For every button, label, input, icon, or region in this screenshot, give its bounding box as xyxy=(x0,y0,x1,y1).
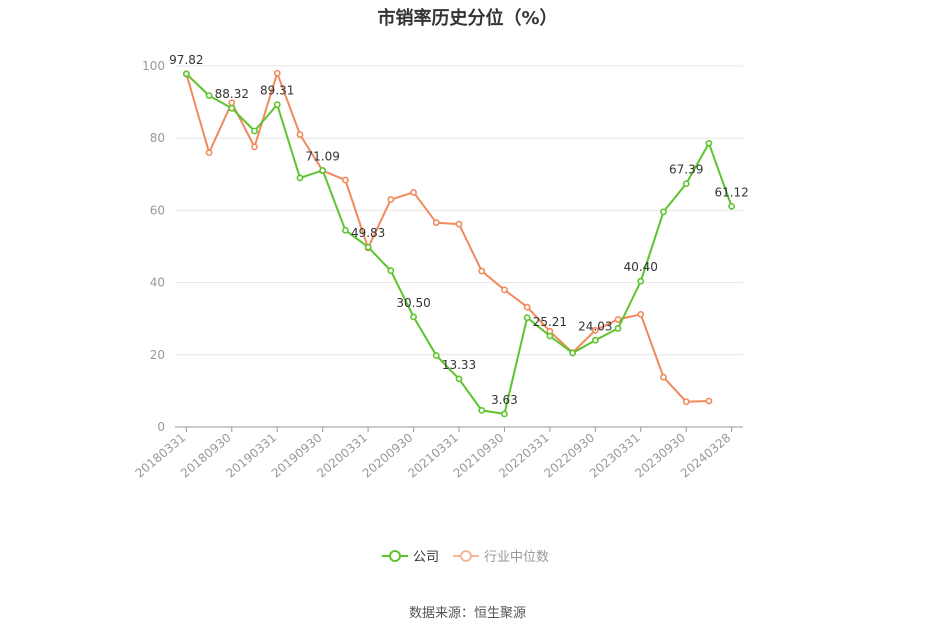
data-label: 61.12 xyxy=(714,185,748,199)
legend-item-company[interactable]: 公司 xyxy=(382,546,439,565)
y-tick-label: 0 xyxy=(157,420,165,434)
data-label: 3.63 xyxy=(491,393,518,407)
legend-item-industry[interactable]: 行业中位数 xyxy=(453,546,549,565)
data-point-company xyxy=(364,243,372,251)
data-point-industry xyxy=(614,316,622,323)
y-tick-label: 60 xyxy=(150,203,165,217)
data-point-company xyxy=(455,375,463,383)
data-point-company xyxy=(614,325,622,332)
data-point-company xyxy=(682,180,690,188)
data-point-company xyxy=(205,92,213,100)
data-point-company xyxy=(478,406,486,414)
data-point-industry xyxy=(432,219,440,227)
data-point-industry xyxy=(501,286,508,294)
data-point-industry xyxy=(205,149,213,157)
data-label: 30.50 xyxy=(396,296,430,310)
y-tick-label: 20 xyxy=(150,348,165,362)
data-source: 数据来源：恒生聚源 xyxy=(408,606,526,621)
data-point-industry xyxy=(682,398,690,406)
data-label: 67.39 xyxy=(669,163,703,177)
data-point-company xyxy=(296,174,304,182)
data-point-company xyxy=(319,166,327,174)
y-tick-label: 80 xyxy=(150,131,165,145)
data-point-industry xyxy=(296,131,304,138)
data-point-company xyxy=(705,139,713,147)
data-label: 97.82 xyxy=(169,53,203,67)
data-point-company xyxy=(182,70,190,78)
data-label: 40.40 xyxy=(624,260,658,274)
data-point-company xyxy=(251,127,258,135)
data-point-company xyxy=(660,208,667,216)
data-point-company xyxy=(591,336,599,344)
data-point-industry xyxy=(660,373,667,381)
data-point-company xyxy=(273,101,281,108)
legend-industry-marker-icon xyxy=(453,549,480,562)
data-point-industry xyxy=(705,397,713,405)
data-point-company xyxy=(228,104,236,112)
data-point-company xyxy=(341,226,349,234)
data-label: 89.31 xyxy=(260,84,294,98)
data-point-company xyxy=(410,313,417,321)
data-label: 24.03 xyxy=(578,319,612,333)
legend-company-label: 公司 xyxy=(413,550,440,565)
data-point-industry xyxy=(251,143,258,151)
data-point-company xyxy=(432,352,440,359)
data-point-company xyxy=(387,267,395,275)
data-point-industry xyxy=(273,69,281,77)
data-point-industry xyxy=(455,220,463,228)
data-point-industry xyxy=(478,267,486,275)
chart-title: 市销率历史分位（%） xyxy=(377,8,558,29)
data-point-industry xyxy=(637,310,645,318)
y-tick-label: 40 xyxy=(150,276,165,290)
data-label: 13.33 xyxy=(442,358,476,372)
legend: 公司 行业中位数 xyxy=(382,546,563,565)
legend-company-marker-icon xyxy=(382,549,408,562)
data-point-company xyxy=(501,410,508,418)
legend-industry-label: 行业中位数 xyxy=(484,550,550,565)
y-tick-label: 100 xyxy=(142,59,165,73)
line-chart: 0204060801002018033120180930201903312019… xyxy=(133,53,749,481)
data-point-company xyxy=(637,277,645,285)
data-label: 71.09 xyxy=(306,149,340,163)
data-point-company xyxy=(523,314,531,322)
data-label: 25.21 xyxy=(533,315,567,329)
data-point-company xyxy=(728,202,736,210)
data-label: 49.83 xyxy=(351,226,385,240)
data-point-company xyxy=(569,349,576,357)
series-line-industry xyxy=(185,72,709,403)
data-point-industry xyxy=(410,188,417,196)
x-tick-label: 20240328 xyxy=(678,431,734,481)
data-point-industry xyxy=(387,196,395,203)
data-point-industry xyxy=(591,326,599,334)
data-label: 88.32 xyxy=(215,87,249,101)
data-point-industry xyxy=(341,176,349,184)
data-point-industry xyxy=(523,303,531,311)
data-point-company xyxy=(546,332,554,340)
